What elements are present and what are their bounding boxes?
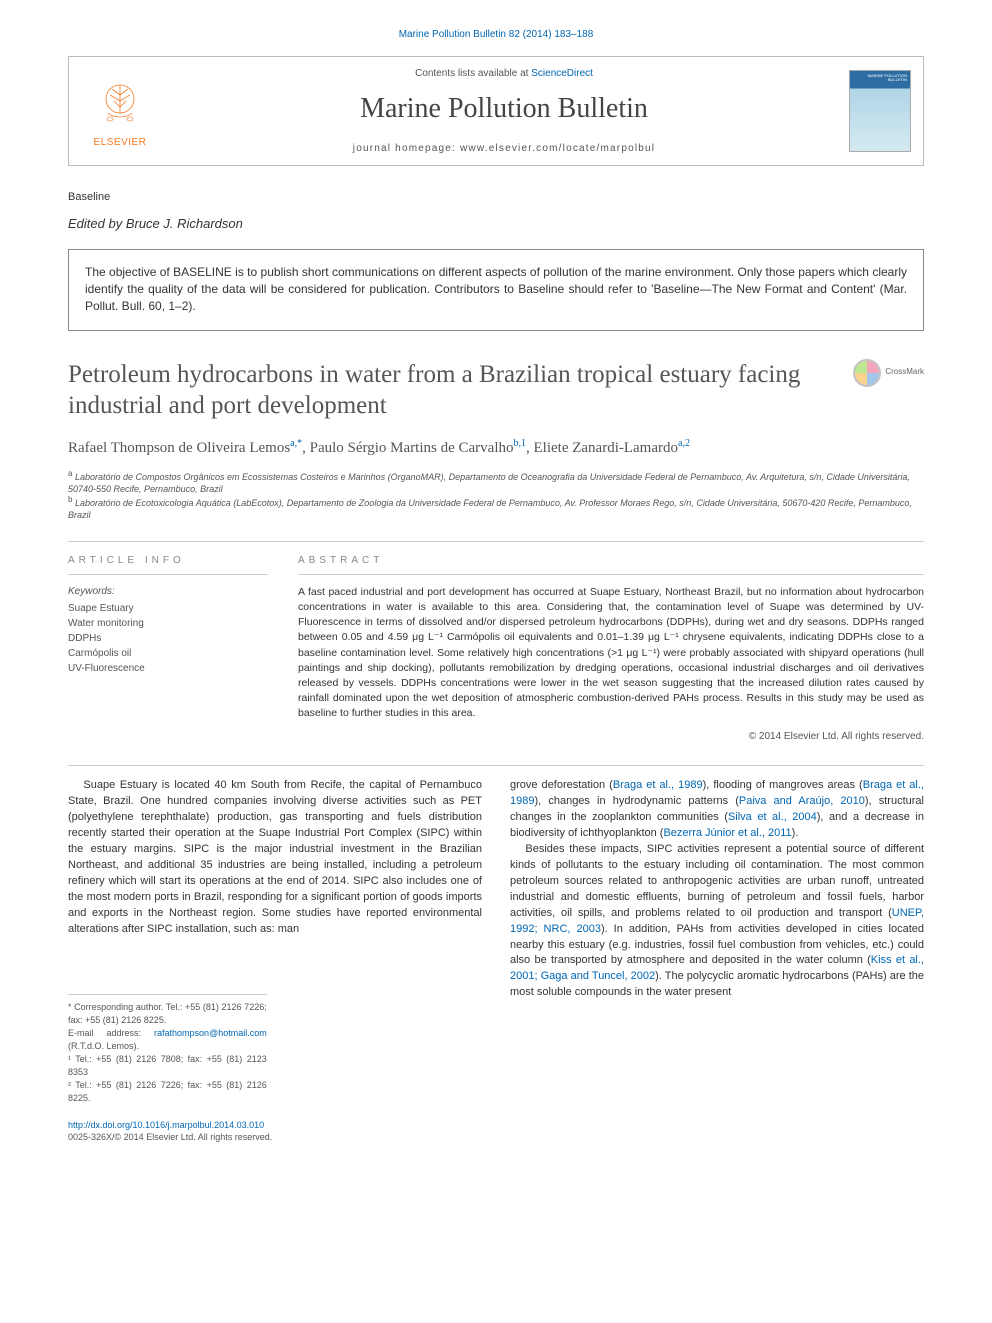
affiliations: a Laboratório de Compostos Orgânicos em … [68,469,924,522]
body-text: Suape Estuary is located 40 km South fro… [68,778,924,1105]
keyword: Carmópolis oil [68,646,268,661]
crossmark-badge[interactable]: CrossMark [853,359,924,387]
body-text: ), flooding of mangroves areas ( [703,779,863,791]
section-label: Baseline [68,190,924,205]
citation-link[interactable]: Paiva and Araújo, 2010 [739,795,865,807]
doi-link[interactable]: http://dx.doi.org/10.1016/j.marpolbul.20… [68,1119,924,1131]
body-para-1a: Suape Estuary is located 40 km South fro… [68,779,482,934]
author-2[interactable]: Paulo Sérgio Martins de Carvalho [310,440,514,456]
elsevier-tree-icon [90,73,150,133]
journal-cover-thumbnail[interactable]: MARINE POLLUTION BULLETIN [849,70,911,152]
corresponding-author-note: * Corresponding author. Tel.: +55 (81) 2… [68,1001,267,1027]
keywords-label: Keywords: [68,585,268,599]
keyword: Suape Estuary [68,601,268,616]
article-title: Petroleum hydrocarbons in water from a B… [68,359,853,422]
editor-byline: Edited by Bruce J. Richardson [68,215,924,233]
journal-name: Marine Pollution Bulletin [159,90,849,128]
crossmark-label: CrossMark [885,367,924,378]
affiliation-b: Laboratório de Ecotoxicologia Aquática (… [68,498,912,520]
issn-copyright: 0025-326X/© 2014 Elsevier Ltd. All right… [68,1131,924,1143]
crossmark-icon [853,359,881,387]
abstract-copyright: © 2014 Elsevier Ltd. All rights reserved… [298,730,924,744]
author-email[interactable]: rafathompson@hotmail.com [154,1028,267,1038]
body-text: Besides these impacts, SIPC activities r… [510,843,924,919]
sciencedirect-line: Contents lists available at ScienceDirec… [159,67,849,81]
body-text: ), changes in hydrodynamic patterns ( [534,795,738,807]
journal-header: ELSEVIER Contents lists available at Sci… [68,56,924,167]
authors-line: Rafael Thompson de Oliveira Lemosa,*, Pa… [68,437,924,458]
abstract-header: ABSTRACT [298,554,924,575]
keywords-list: Suape Estuary Water monitoring DDPHs Car… [68,601,268,676]
keyword: Water monitoring [68,616,268,631]
sciencedirect-link[interactable]: ScienceDirect [531,68,593,79]
header-citation[interactable]: Marine Pollution Bulletin 82 (2014) 183–… [68,28,924,42]
abstract-text: A fast paced industrial and port develop… [298,585,924,722]
author-3-sup: a,2 [678,438,690,449]
contents-label: Contents lists available at [415,68,531,79]
footnote-2: ² Tel.: +55 (81) 2126 7226; fax: +55 (81… [68,1079,267,1105]
body-text: ). [792,827,799,839]
divider [68,541,924,542]
footnotes: * Corresponding author. Tel.: +55 (81) 2… [68,994,267,1105]
elsevier-label: ELSEVIER [94,136,147,150]
citation-link[interactable]: Braga et al., 1989 [613,779,703,791]
author-3[interactable]: Eliete Zanardi-Lamardo [534,440,679,456]
keyword: UV-Fluorescence [68,661,268,676]
citation-link[interactable]: Silva et al., 2004 [728,811,817,823]
body-text: grove deforestation ( [510,779,613,791]
elsevier-logo[interactable]: ELSEVIER [81,73,159,150]
baseline-note-box: The objective of BASELINE is to publish … [68,249,924,331]
author-2-sup: b,1 [514,438,527,449]
author-1-sup: a,* [290,438,302,449]
author-1[interactable]: Rafael Thompson de Oliveira Lemos [68,440,290,456]
keyword: DDPHs [68,631,268,646]
journal-homepage[interactable]: journal homepage: www.elsevier.com/locat… [159,142,849,156]
article-info-header: ARTICLE INFO [68,554,268,575]
citation-link[interactable]: Bezerra Júnior et al., 2011 [663,827,791,839]
footer: http://dx.doi.org/10.1016/j.marpolbul.20… [68,1119,924,1143]
footnote-1: ¹ Tel.: +55 (81) 2126 7808; fax: +55 (81… [68,1053,267,1079]
divider [68,765,924,766]
email-suffix: (R.T.d.O. Lemos). [68,1041,139,1051]
cover-title: MARINE POLLUTION BULLETIN [850,74,907,83]
email-label: E-mail address: [68,1028,154,1038]
affiliation-a: Laboratório de Compostos Orgânicos em Ec… [68,472,910,494]
